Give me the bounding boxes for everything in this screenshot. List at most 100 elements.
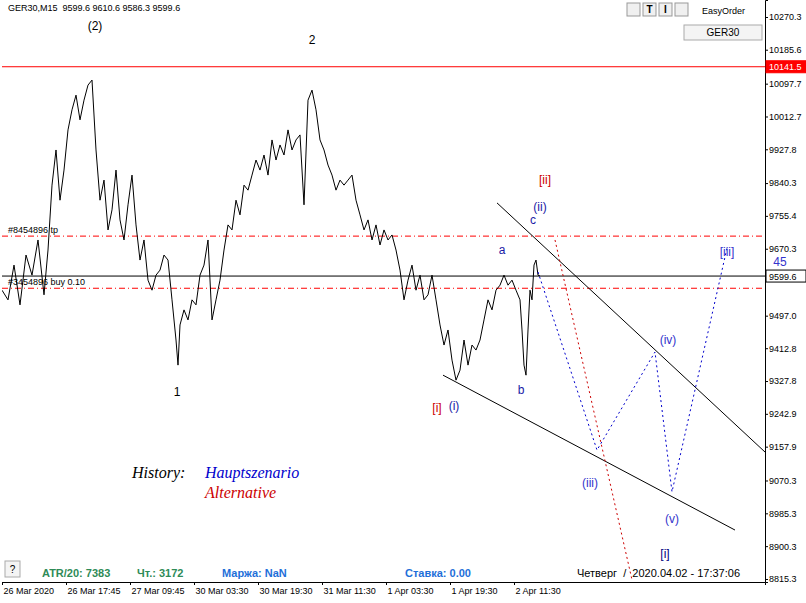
price-level: [2, 276, 765, 277]
tick-mark: [765, 414, 768, 415]
toolbar-button[interactable]: [643, 3, 656, 16]
toolbar-button[interactable]: [675, 3, 688, 16]
tick-label: 26 Mar 2020: [4, 586, 55, 596]
axis-line: [766, 1, 769, 583]
wave-label: [i]: [432, 401, 441, 415]
wave-label: (iii): [582, 476, 598, 490]
labels: 10141.5 9599.6 #8454896 tp #3454896 buy 0.1…: [8, 3, 806, 579]
tick-label: 9497.0: [769, 311, 797, 321]
tick-label: 9670.3: [769, 244, 797, 254]
status-text: Чт.: 3172: [137, 567, 183, 579]
order-label: #3454896 buy 0.10: [8, 277, 85, 287]
background: [0, 0, 806, 603]
y-tick: 9497.0: [765, 311, 797, 321]
tick-label: 30 Mar 19:30: [260, 586, 313, 596]
price-line: [2, 80, 540, 380]
toolbar-button[interactable]: [659, 3, 672, 16]
toolbar-label[interactable]: T: [646, 4, 652, 15]
y-tick: 9840.3: [765, 178, 797, 188]
wave-label: (i): [449, 399, 460, 413]
tick-label: 1 Apr 19:30: [452, 586, 498, 596]
x-tick: 30 Mar 19:30: [259, 582, 313, 596]
wave-label: a: [499, 243, 506, 257]
wave-label: [iii]: [720, 245, 735, 259]
tick-mark: [765, 513, 768, 514]
tick-label: 10012.7: [769, 112, 802, 122]
order-label: #8454896 tp: [8, 225, 58, 235]
wave-label: 2: [309, 33, 316, 47]
status-text: ATR/20: 7383: [42, 567, 110, 579]
tick-mark: [765, 447, 768, 448]
tick-mark: [765, 216, 768, 217]
tick-label: 9840.3: [769, 178, 797, 188]
tick-mark: [765, 17, 768, 18]
tick-label: 10097.7: [769, 79, 802, 89]
y-tick: 8815.3: [765, 574, 797, 584]
tick-mark: [765, 50, 768, 51]
wave-label: (ii): [533, 200, 546, 214]
title: GER30,M15 9599.6 9610.6 9586.3 9599.6: [8, 3, 180, 13]
tick-mark: [765, 480, 768, 481]
price-tag-label: 9599.6: [769, 272, 797, 282]
wave-label: 45: [773, 255, 787, 269]
status-text: Ставка: 0.00: [405, 567, 471, 579]
trend-line: [443, 375, 735, 530]
y-tick: 10012.7: [765, 112, 802, 122]
price-level: [2, 288, 765, 289]
y-tick: 9327.8: [765, 376, 797, 386]
tick-mark: [66, 582, 67, 585]
toolbar-button[interactable]: [627, 3, 640, 16]
y-tick: 10185.6: [765, 45, 802, 55]
tick-mark: [765, 579, 768, 580]
y-tick: 10270.3: [765, 12, 802, 22]
tick-mark: [258, 582, 259, 585]
toolbar-label[interactable]: I: [664, 4, 667, 15]
tick-label: 8985.3: [769, 509, 797, 519]
x-tick: 27 Mar 09:45: [131, 582, 185, 596]
price-tag-label: 10141.5: [769, 62, 802, 72]
price-tag: [766, 61, 806, 73]
symbol-label[interactable]: GER30: [707, 27, 740, 38]
y-tick: 8985.3: [765, 509, 797, 519]
x-tick: 1 Apr 19:30: [451, 582, 498, 596]
tick-label: 9157.9: [769, 442, 797, 452]
tick-label: 30 Mar 03:30: [196, 586, 249, 596]
wave-label: 1: [174, 385, 181, 399]
x-tick: 1 Apr 03:30: [387, 582, 434, 596]
tick-mark: [765, 149, 768, 150]
tick-mark: [130, 582, 131, 585]
panel-title[interactable]: EasyOrder: [702, 6, 745, 16]
axis-line: [3, 583, 766, 586]
tick-label: 10185.6: [769, 45, 802, 55]
y-tick: 9670.3: [765, 244, 797, 254]
tick-label: 8900.3: [769, 542, 797, 552]
y-tick: 9412.8: [765, 344, 797, 354]
tick-label: 31 Mar 11:30: [324, 586, 376, 596]
y-tick: 9242.9: [765, 409, 797, 419]
symbol-box[interactable]: [684, 25, 762, 40]
tick-label: 8815.3: [769, 574, 797, 584]
trend-line: [497, 203, 765, 452]
tick-mark: [2, 582, 3, 585]
y-tick: 9755.4: [765, 211, 797, 221]
wave-label: (iv): [660, 333, 677, 347]
tick-label: 9242.9: [769, 409, 797, 419]
wave-label: [i]: [660, 547, 669, 561]
tick-mark: [765, 249, 768, 250]
plot-area: [2, 67, 765, 580]
help-button[interactable]: [5, 561, 20, 577]
y-tick: 9157.9: [765, 442, 797, 452]
x-tick: 2 Apr 11:30: [515, 582, 561, 596]
legend-title: History:: [131, 464, 185, 482]
help-label[interactable]: ?: [10, 564, 16, 575]
scenario-line: [538, 248, 727, 492]
tick-mark: [765, 84, 768, 85]
x-axis: 26 Mar 202026 Mar 17:4527 Mar 09:4530 Ma…: [3, 582, 766, 596]
price-tag: [766, 270, 806, 282]
status-text: Маржа: NaN: [222, 567, 287, 579]
x-tick: 30 Mar 03:30: [195, 582, 249, 596]
tick-label: 2 Apr 11:30: [516, 586, 561, 596]
tick-label: 9927.8: [769, 145, 797, 155]
tick-label: 9070.3: [769, 476, 797, 486]
tick-mark: [450, 582, 451, 585]
